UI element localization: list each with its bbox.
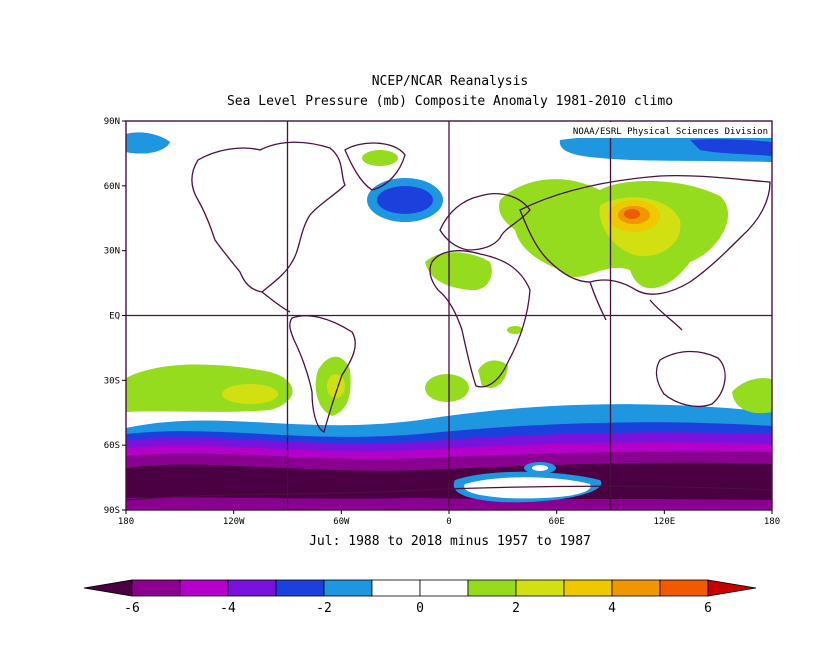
lat-tick-label: 30N — [104, 247, 120, 257]
colorbar-swatch — [131, 579, 181, 597]
coastlines — [126, 141, 772, 501]
lat-tick-label: 60S — [104, 441, 120, 451]
colorbar: -6 -4 -2 0 2 4 6 — [83, 579, 757, 616]
africa-high — [425, 252, 492, 291]
lon-tick-label: 120E — [653, 517, 675, 527]
central-asia-high — [499, 179, 729, 289]
colorbar-tick-label: -4 — [220, 601, 236, 616]
lat-tick-label: 90N — [104, 117, 120, 127]
lon-tick-label: 180 — [118, 517, 134, 527]
lon-tick-label: 60W — [333, 517, 350, 527]
gridlines — [126, 121, 772, 510]
colorbar-swatch — [467, 579, 517, 597]
colorbar-swatch — [227, 579, 277, 597]
colorbar-swatch — [611, 579, 661, 597]
colorbar-tick-label: -2 — [316, 601, 332, 616]
period-label: Jul: 1988 to 2018 minus 1957 to 1987 — [309, 534, 591, 549]
lat-tick-label: 30S — [104, 376, 120, 386]
lon-tick-label: 180 — [764, 517, 780, 527]
lon-tick-label: 60E — [549, 517, 565, 527]
north-atlantic-low — [367, 178, 443, 222]
colorbar-swatch — [659, 579, 709, 597]
colorbar-tick-label: 0 — [416, 601, 424, 616]
colorbar-swatch — [371, 579, 421, 597]
colorbar-swatch — [515, 579, 565, 597]
lat-tick-label: 90S — [104, 506, 120, 516]
colorbar-swatch — [179, 579, 229, 597]
colorbar-min-arrow — [83, 579, 133, 597]
latitude-labels: 90N 60N 30N EQ 30S 60S 90S — [104, 117, 126, 516]
chart-title: NCEP/NCAR Reanalysis — [371, 74, 529, 89]
southern-africa-high — [478, 360, 508, 388]
australia-east-high — [732, 378, 772, 414]
lat-tick-label: EQ — [109, 312, 120, 322]
south-pacific-high — [126, 364, 293, 412]
colorbar-max-arrow — [707, 579, 757, 597]
greenland-high — [362, 150, 398, 166]
colorbar-tick-label: -6 — [124, 601, 140, 616]
alaska-low-patch — [126, 132, 170, 154]
colorbar-swatch — [419, 579, 469, 597]
lat-tick-label: 60N — [104, 182, 120, 192]
colorbar-swatch — [563, 579, 613, 597]
longitude-labels: 180 120W 60W 0 60E 120E 180 — [118, 510, 780, 527]
credit-label: NOAA/ESRL Physical Sciences Division — [573, 127, 768, 137]
lon-tick-label: 120W — [223, 517, 245, 527]
colorbar-tick-label: 6 — [704, 601, 712, 616]
colorbar-swatch — [323, 579, 373, 597]
colorbar-swatch — [275, 579, 325, 597]
lon-tick-label: 0 — [446, 517, 451, 527]
colorbar-tick-label: 4 — [608, 601, 616, 616]
chart-subtitle: Sea Level Pressure (mb) Composite Anomal… — [226, 94, 674, 109]
credit-box — [532, 122, 771, 138]
south-atlantic-high — [425, 374, 469, 402]
colorbar-tick-label: 2 — [512, 601, 520, 616]
map-area — [126, 121, 772, 510]
